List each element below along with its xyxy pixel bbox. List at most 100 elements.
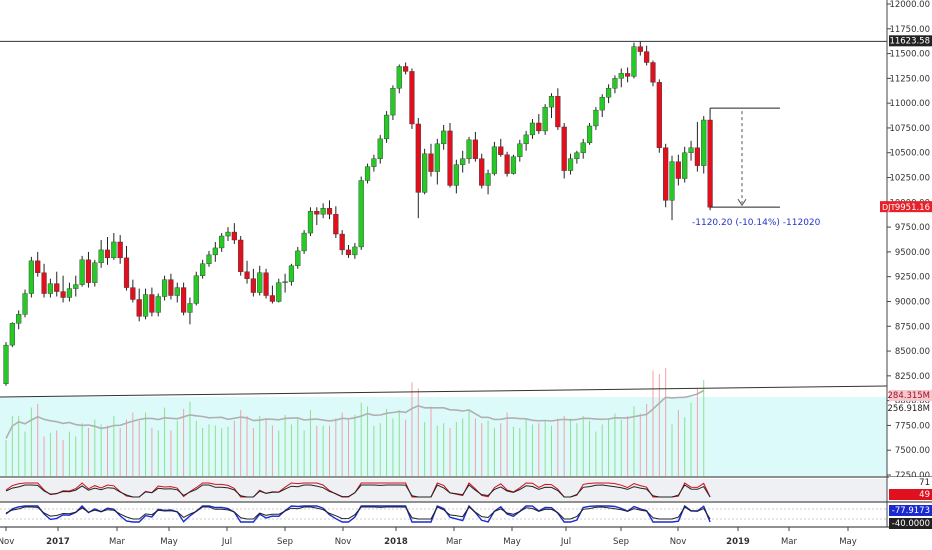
candle-body: [212, 247, 218, 256]
candle-body: [428, 153, 434, 172]
candle-body: [561, 126, 567, 171]
candle-body: [504, 154, 510, 174]
volume-bar: [278, 430, 280, 476]
volume-bar: [297, 418, 299, 476]
volume-bar: [24, 431, 26, 476]
reference-price-tag: 11623.58: [889, 36, 930, 46]
price-tick-label: 8250.00: [895, 372, 930, 382]
volume-bar: [557, 418, 559, 476]
volume-bar: [43, 436, 45, 476]
volume-bar: [227, 426, 229, 476]
candle-body: [523, 134, 529, 145]
volume-bar: [405, 419, 407, 476]
volume-bar: [506, 412, 508, 476]
candle-body: [682, 152, 688, 179]
candle-body: [111, 241, 117, 259]
volume-bar: [164, 407, 166, 476]
candle-body: [529, 122, 536, 136]
volume-bar: [665, 368, 667, 476]
candle-body: [453, 164, 459, 186]
candle-body: [276, 282, 282, 302]
time-tick-label: Jul: [221, 537, 232, 547]
candle-body: [142, 294, 149, 317]
oscillator-band: [0, 479, 887, 501]
volume-bar: [652, 370, 654, 476]
volume-bar: [49, 432, 51, 476]
volume-bar: [684, 417, 686, 476]
candle-body: [219, 235, 225, 249]
volume-bar: [424, 422, 426, 476]
candlestick-series: [3, 41, 713, 386]
volume-bar: [176, 420, 178, 476]
candle-body: [136, 299, 142, 317]
candle-body: [694, 147, 700, 166]
volume-bar: [455, 422, 457, 476]
volume-bar: [627, 416, 629, 476]
volume-bar: [614, 413, 616, 476]
candle-body: [307, 211, 314, 234]
volume-bar: [252, 428, 254, 476]
price-tick-label: 10500.00: [889, 149, 930, 159]
volume-bar: [11, 416, 13, 476]
time-tick-label: Nov: [670, 537, 687, 547]
volume-bar: [106, 425, 108, 476]
candle-body: [396, 66, 402, 89]
candle-body: [536, 122, 542, 132]
candle-body: [479, 158, 485, 186]
candle-body: [688, 147, 694, 153]
price-tick-label: 9250.00: [895, 273, 930, 283]
last-price-tag-bg: [880, 201, 932, 213]
volume-bar: [589, 420, 591, 476]
price-tick-label: 11250.00: [889, 74, 930, 84]
candle-body: [567, 158, 574, 171]
candle-body: [333, 214, 339, 235]
volume-bar: [544, 420, 546, 476]
trend-line: [0, 385, 888, 398]
price-tick-label: 12000.00: [889, 0, 930, 10]
last-price-tag: 9951.16: [895, 203, 930, 213]
volume-bar: [157, 430, 159, 476]
volume-bar: [398, 410, 400, 476]
reference-price-tag-bg: [889, 35, 932, 47]
volume-bar: [189, 401, 191, 476]
candle-body: [181, 287, 187, 313]
volume-bar: [639, 413, 641, 476]
candle-body: [586, 125, 593, 144]
candle-body: [631, 46, 637, 77]
candle-body: [41, 272, 47, 294]
volume-bars: [5, 368, 705, 476]
candle-body: [383, 114, 390, 140]
volume-bar: [538, 423, 540, 476]
volume-bar: [240, 410, 242, 476]
candle-body: [599, 97, 605, 111]
time-tick-label: May: [839, 537, 857, 547]
candle-body: [352, 246, 358, 256]
price-tick-label: 10750.00: [889, 124, 930, 134]
volume-bar: [379, 423, 381, 476]
candle-body: [35, 260, 41, 273]
candle-body: [54, 283, 60, 292]
candle-body: [98, 249, 104, 264]
volume-bar: [271, 425, 273, 476]
candle-body: [28, 260, 34, 294]
volume-bar: [341, 412, 343, 476]
candle-body: [460, 158, 466, 165]
price-axis[interactable]: 12000.00 11750.00 11500.00 11250.00 11000.00…: [886, 0, 930, 527]
candle-body: [16, 314, 22, 324]
candle-body: [441, 130, 447, 145]
stoch-tag-1-bg: [889, 505, 932, 516]
volume-bar: [677, 410, 679, 476]
time-tick-label: Mar: [446, 537, 463, 547]
volume-bar: [259, 416, 261, 476]
candle-body: [612, 78, 618, 89]
candle-body: [358, 180, 364, 248]
candle-body: [257, 272, 263, 293]
candle-body: [517, 143, 523, 157]
time-axis[interactable]: Nov 2017 Mar May Jul Sep Nov 2018 Mar May Jul Sep No…: [0, 527, 857, 547]
time-tick-label: Nov: [0, 537, 14, 547]
candle-body: [409, 71, 415, 125]
candle-body: [574, 152, 580, 159]
volume-bar: [386, 408, 388, 476]
volume-bar: [690, 402, 692, 476]
